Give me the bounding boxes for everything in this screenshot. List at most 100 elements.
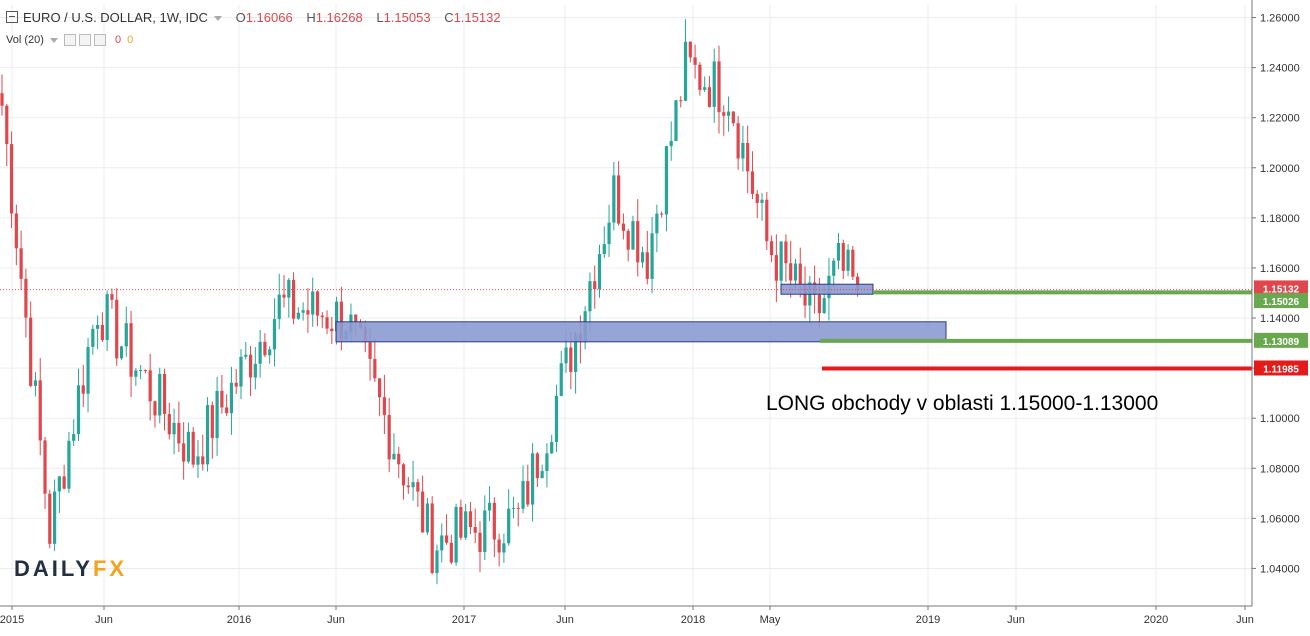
y-tick-label: 1.20000 bbox=[1260, 163, 1300, 175]
candle-body bbox=[535, 453, 539, 479]
support-zone bbox=[335, 321, 947, 343]
candle-body bbox=[115, 299, 119, 359]
candle-body bbox=[789, 263, 793, 281]
candle-body bbox=[473, 527, 477, 533]
candle-body bbox=[674, 100, 678, 141]
candle-body bbox=[139, 370, 143, 372]
candle-body bbox=[540, 471, 544, 479]
candle-body bbox=[449, 542, 453, 563]
zones bbox=[335, 283, 947, 343]
candle-body bbox=[664, 146, 669, 215]
candle-body bbox=[172, 422, 176, 435]
candle-body bbox=[459, 506, 463, 538]
open-value: 1.16066 bbox=[245, 10, 293, 25]
candle-body bbox=[387, 414, 391, 460]
candle-body bbox=[569, 347, 573, 372]
y-tick-label: 1.08000 bbox=[1260, 463, 1300, 475]
level-label-bg bbox=[1254, 332, 1308, 348]
candle-body bbox=[397, 453, 401, 465]
candle-body bbox=[597, 254, 602, 290]
candle-body bbox=[382, 397, 386, 415]
candle-body bbox=[660, 213, 664, 215]
candle-body bbox=[550, 441, 554, 454]
candle-body bbox=[96, 324, 100, 329]
x-tick-label: Jun bbox=[556, 614, 574, 626]
candle-body bbox=[478, 532, 482, 553]
candle-body bbox=[205, 405, 210, 465]
candle-body bbox=[588, 281, 592, 312]
x-tick-label: 2019 bbox=[916, 614, 940, 626]
symbol-title[interactable]: EURO / U.S. DOLLAR, 1W, IDC bbox=[23, 10, 208, 25]
candle-body bbox=[793, 263, 798, 281]
x-tick-label: 2017 bbox=[452, 614, 476, 626]
candle-body bbox=[483, 510, 487, 553]
x-tick-label: 2015 bbox=[0, 614, 24, 626]
level-label-bg bbox=[1254, 293, 1308, 309]
candle-body bbox=[29, 317, 33, 386]
candle-body bbox=[100, 324, 104, 341]
candle-body bbox=[282, 294, 286, 298]
candle-body bbox=[244, 354, 248, 357]
volume-label[interactable]: Vol (20) bbox=[6, 34, 44, 46]
candle-body bbox=[421, 491, 425, 533]
candle-body bbox=[631, 221, 635, 250]
chevron-down-icon[interactable] bbox=[49, 37, 58, 43]
candle-body bbox=[803, 284, 807, 306]
candle-body bbox=[655, 213, 659, 234]
candle-body bbox=[516, 507, 520, 509]
candle-body bbox=[798, 263, 802, 285]
x-tick-label: 2016 bbox=[227, 614, 251, 626]
candle-body bbox=[617, 175, 621, 224]
candle-body bbox=[272, 319, 277, 350]
candle-body bbox=[248, 354, 253, 378]
candle-body bbox=[330, 328, 334, 332]
candle-body bbox=[650, 233, 654, 279]
close-icon[interactable] bbox=[93, 34, 106, 47]
candle-body bbox=[167, 413, 171, 435]
candle-body bbox=[339, 301, 343, 340]
candle-body bbox=[526, 481, 530, 505]
candle-body bbox=[755, 193, 759, 203]
x-tick-label: May bbox=[760, 614, 781, 626]
candle-body bbox=[440, 535, 444, 551]
open-label: O bbox=[235, 10, 246, 25]
high-value: 1.16268 bbox=[315, 10, 363, 25]
candle-body bbox=[91, 328, 95, 347]
candle-body bbox=[134, 370, 138, 377]
candle-body bbox=[306, 310, 310, 315]
candle-body bbox=[373, 358, 377, 379]
candle-body bbox=[301, 310, 305, 313]
candle-body bbox=[836, 243, 841, 261]
candle-body bbox=[14, 213, 18, 249]
volume-value-1: 0 bbox=[115, 34, 122, 46]
settings-icon[interactable] bbox=[78, 34, 91, 47]
candle-body bbox=[225, 407, 229, 414]
candle-body bbox=[545, 453, 549, 472]
collapse-icon[interactable] bbox=[6, 11, 18, 23]
x-tick-label: 2018 bbox=[681, 614, 705, 626]
candle-body bbox=[554, 395, 559, 442]
candle-body bbox=[368, 342, 372, 359]
candle-body bbox=[693, 57, 697, 65]
y-tick-label: 1.22000 bbox=[1260, 113, 1300, 125]
candle-body bbox=[182, 443, 186, 462]
candle-body bbox=[784, 241, 788, 264]
chevron-down-icon[interactable] bbox=[213, 16, 222, 22]
candle-body bbox=[416, 482, 420, 492]
x-tick-label: Jun bbox=[1236, 614, 1254, 626]
candle-body bbox=[564, 347, 568, 364]
candle-body bbox=[67, 440, 71, 489]
chart-header: EURO / U.S. DOLLAR, 1W, IDC O1.16066 H1.… bbox=[6, 10, 501, 25]
candle-body bbox=[401, 464, 406, 486]
candle-body bbox=[33, 380, 38, 386]
candle-body bbox=[612, 175, 616, 223]
candle-body bbox=[315, 291, 320, 316]
candle-body bbox=[593, 281, 597, 290]
candle-body bbox=[19, 248, 23, 279]
y-tick-label: 1.16000 bbox=[1260, 263, 1300, 275]
candle-body bbox=[191, 431, 195, 465]
eye-icon[interactable] bbox=[63, 34, 76, 47]
level-label: 1.13089 bbox=[1263, 337, 1300, 348]
candle-body bbox=[703, 87, 707, 90]
